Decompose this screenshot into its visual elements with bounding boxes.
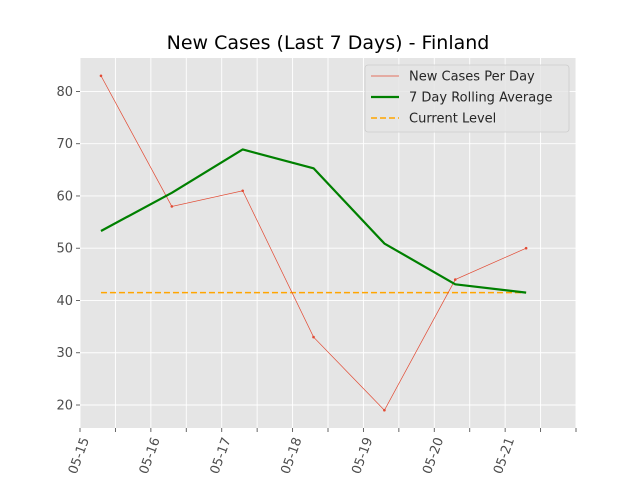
new-cases-point (524, 246, 528, 250)
y-tick-label: 70 (56, 137, 73, 152)
y-tick-label: 20 (56, 399, 73, 414)
y-tick-label: 80 (56, 85, 73, 100)
legend-label: 7 Day Rolling Average (409, 91, 552, 106)
new-cases-point (453, 278, 457, 281)
new-cases-point (170, 205, 174, 208)
data-series (99, 74, 528, 412)
y-tick-label: 60 (56, 189, 73, 204)
legend-label: Current Level (409, 112, 496, 127)
new-cases-point (99, 74, 103, 78)
new-cases-point (383, 408, 386, 412)
y-tick-label: 50 (56, 242, 73, 257)
new-cases-point (241, 189, 244, 193)
legend-box (364, 64, 570, 133)
legend-entry-rolling-average: 7 Day Rolling Average (371, 91, 552, 106)
chart-title: New Cases (Last 7 Days) - Finland (167, 32, 490, 54)
y-tick-label: 30 (56, 346, 73, 361)
grid-lines (79, 58, 577, 428)
new-cases-point (312, 335, 315, 339)
legend-label: New Cases Per Day (409, 70, 535, 85)
legend: New Cases Per Day 7 Day Rolling Average Cu… (364, 64, 570, 133)
rolling-average-line (100, 148, 527, 294)
legend-entry-current-level: Current Level (371, 112, 496, 127)
y-tick-label: 40 (56, 294, 73, 309)
legend-entry-new-cases: New Cases Per Day (371, 70, 535, 85)
